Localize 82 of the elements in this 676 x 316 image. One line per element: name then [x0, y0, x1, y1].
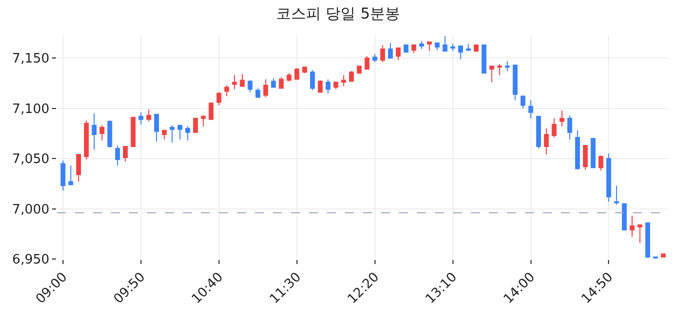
candlestick — [60, 160, 66, 192]
candlestick — [240, 74, 245, 87]
candlestick — [458, 46, 463, 60]
candlestick — [232, 74, 237, 90]
candlestick — [450, 44, 456, 52]
candlestick — [606, 153, 612, 202]
candlestick — [278, 76, 284, 89]
candlestick — [482, 44, 486, 74]
candlestick — [263, 78, 268, 98]
y-tick-label: 7,000 — [12, 202, 50, 218]
candlestick — [520, 94, 526, 109]
candlestick — [185, 126, 190, 141]
candlestick — [130, 116, 136, 147]
candlestick — [528, 100, 534, 119]
candlestick — [575, 130, 580, 170]
candlestick — [170, 124, 175, 143]
y-tick-label: 7,150 — [12, 52, 50, 67]
candlestick — [590, 138, 596, 168]
candlestick — [396, 48, 401, 61]
candlestick — [138, 112, 144, 125]
candlestick — [178, 124, 182, 140]
candlestick — [115, 144, 120, 166]
candlestick — [216, 92, 222, 106]
candlestick — [248, 80, 252, 93]
candlestick — [349, 70, 354, 82]
candlestick — [380, 44, 386, 63]
candlestick — [193, 118, 198, 133]
candlestick — [614, 185, 619, 206]
candlestick — [92, 112, 97, 150]
candlestick — [536, 116, 541, 150]
candlestick — [552, 118, 557, 138]
candlestick — [598, 155, 604, 172]
candlestick — [84, 120, 89, 160]
candlestick — [630, 215, 635, 238]
candlestick — [645, 222, 650, 258]
candlestick — [162, 130, 167, 140]
candlestick — [504, 60, 510, 72]
candlestick — [271, 78, 276, 88]
candlestick — [154, 114, 159, 142]
candlestick — [302, 66, 308, 74]
candlestick — [404, 44, 408, 53]
candlestick — [356, 66, 362, 74]
candlestick — [474, 44, 479, 52]
candlestick — [442, 36, 448, 52]
candlestick — [512, 64, 518, 101]
candlestick — [100, 124, 104, 141]
candlestick — [76, 154, 81, 182]
candlestick — [489, 66, 494, 83]
candlestick — [364, 56, 370, 70]
y-tick-label: 7,100 — [12, 102, 50, 117]
candlestick — [427, 42, 432, 52]
candlestick — [388, 42, 393, 59]
candlestick — [411, 44, 416, 54]
candlestick — [333, 80, 338, 90]
candlestick — [286, 72, 292, 82]
candlestick — [310, 70, 315, 91]
candlestick — [107, 120, 112, 148]
candlestick — [560, 110, 564, 127]
candlestick — [318, 80, 323, 93]
candlestick — [326, 78, 330, 94]
candlestick — [567, 114, 572, 140]
candlestick — [638, 224, 642, 244]
candlestick — [497, 64, 502, 76]
candlestick — [466, 44, 471, 52]
candlestick — [255, 88, 260, 98]
candlestick — [544, 128, 549, 156]
candlestick — [434, 42, 440, 51]
y-tick-label: 7,050 — [12, 152, 50, 168]
candlestick — [122, 146, 128, 162]
candlestick — [294, 68, 300, 80]
candlestick — [419, 40, 424, 50]
candlestick — [224, 84, 230, 97]
candlestick — [341, 74, 346, 87]
candlestick — [146, 108, 152, 122]
y-tick-label: 6,950 — [12, 252, 50, 268]
candlestick — [68, 165, 74, 186]
chart-title: 코스피 당일 5분봉 — [276, 4, 400, 22]
candlestick — [372, 54, 378, 63]
candlestick — [208, 102, 214, 120]
candlestick — [622, 203, 627, 230]
candlestick — [200, 114, 206, 127]
candlestick — [582, 144, 588, 170]
